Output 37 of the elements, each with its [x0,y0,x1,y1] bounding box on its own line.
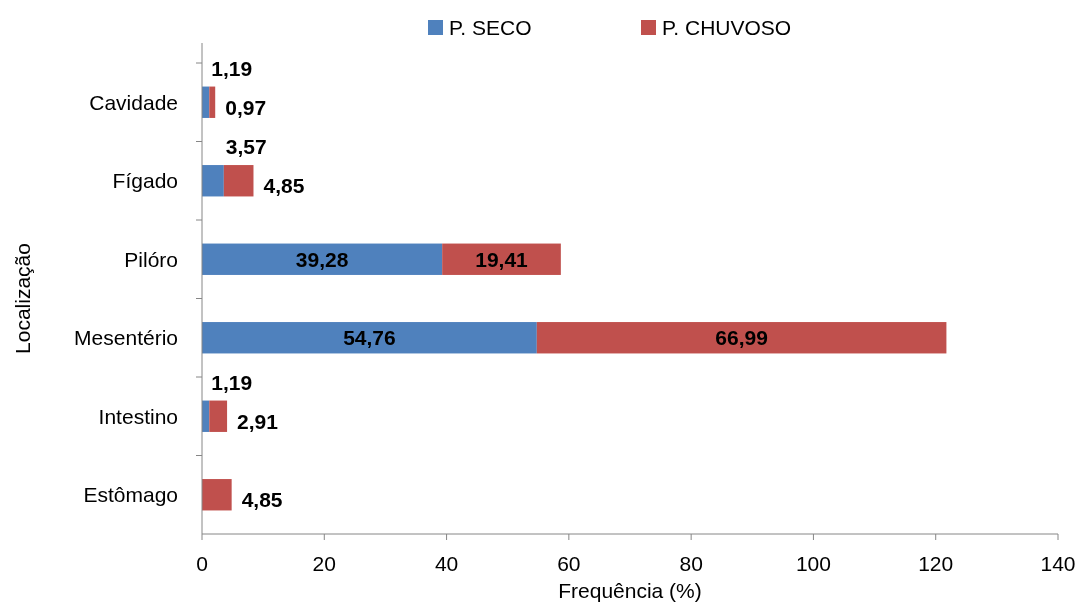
bar [209,86,216,118]
bar [209,400,228,432]
bar [223,165,254,197]
legend-label: P. CHUVOSO [662,16,792,40]
x-axis-title: Frequência (%) [558,579,702,602]
x-tick-label: 140 [1040,552,1076,576]
data-label: 66,99 [715,326,768,350]
data-label: 19,41 [475,247,529,271]
x-tick-label: 20 [312,552,336,576]
x-tick-label: 60 [557,552,581,576]
y-tick-label: Cavidade [89,90,178,114]
x-tick-label: 100 [795,552,831,576]
x-tick-label: 0 [196,552,208,576]
data-label: 4,85 [241,488,283,512]
bar [536,322,947,354]
x-tick-label: 40 [434,552,459,576]
data-label: 54,76 [343,326,396,350]
data-label: 39,28 [295,247,349,271]
legend-label: P. SECO [449,16,532,40]
x-tick-label: 80 [679,552,703,576]
data-label: 4,85 [263,174,305,198]
y-tick-label: Pilóro [124,247,178,271]
y-tick-label: Mesentério [74,326,178,350]
y-tick-label: Intestino [98,404,178,428]
bar [202,479,232,511]
data-label: 1,19 [211,56,253,80]
data-label: 2,91 [237,409,279,433]
data-label: 1,19 [211,370,253,394]
y-axis-title: Localização [11,243,34,354]
bar [202,243,443,275]
y-tick-label: Fígado [112,169,178,193]
y-tick-label: Estômago [83,483,178,507]
x-tick-label: 120 [918,552,954,576]
bar [202,322,537,354]
data-label: 3,57 [225,135,267,159]
bar [202,165,224,197]
data-label: 0,97 [225,95,267,119]
